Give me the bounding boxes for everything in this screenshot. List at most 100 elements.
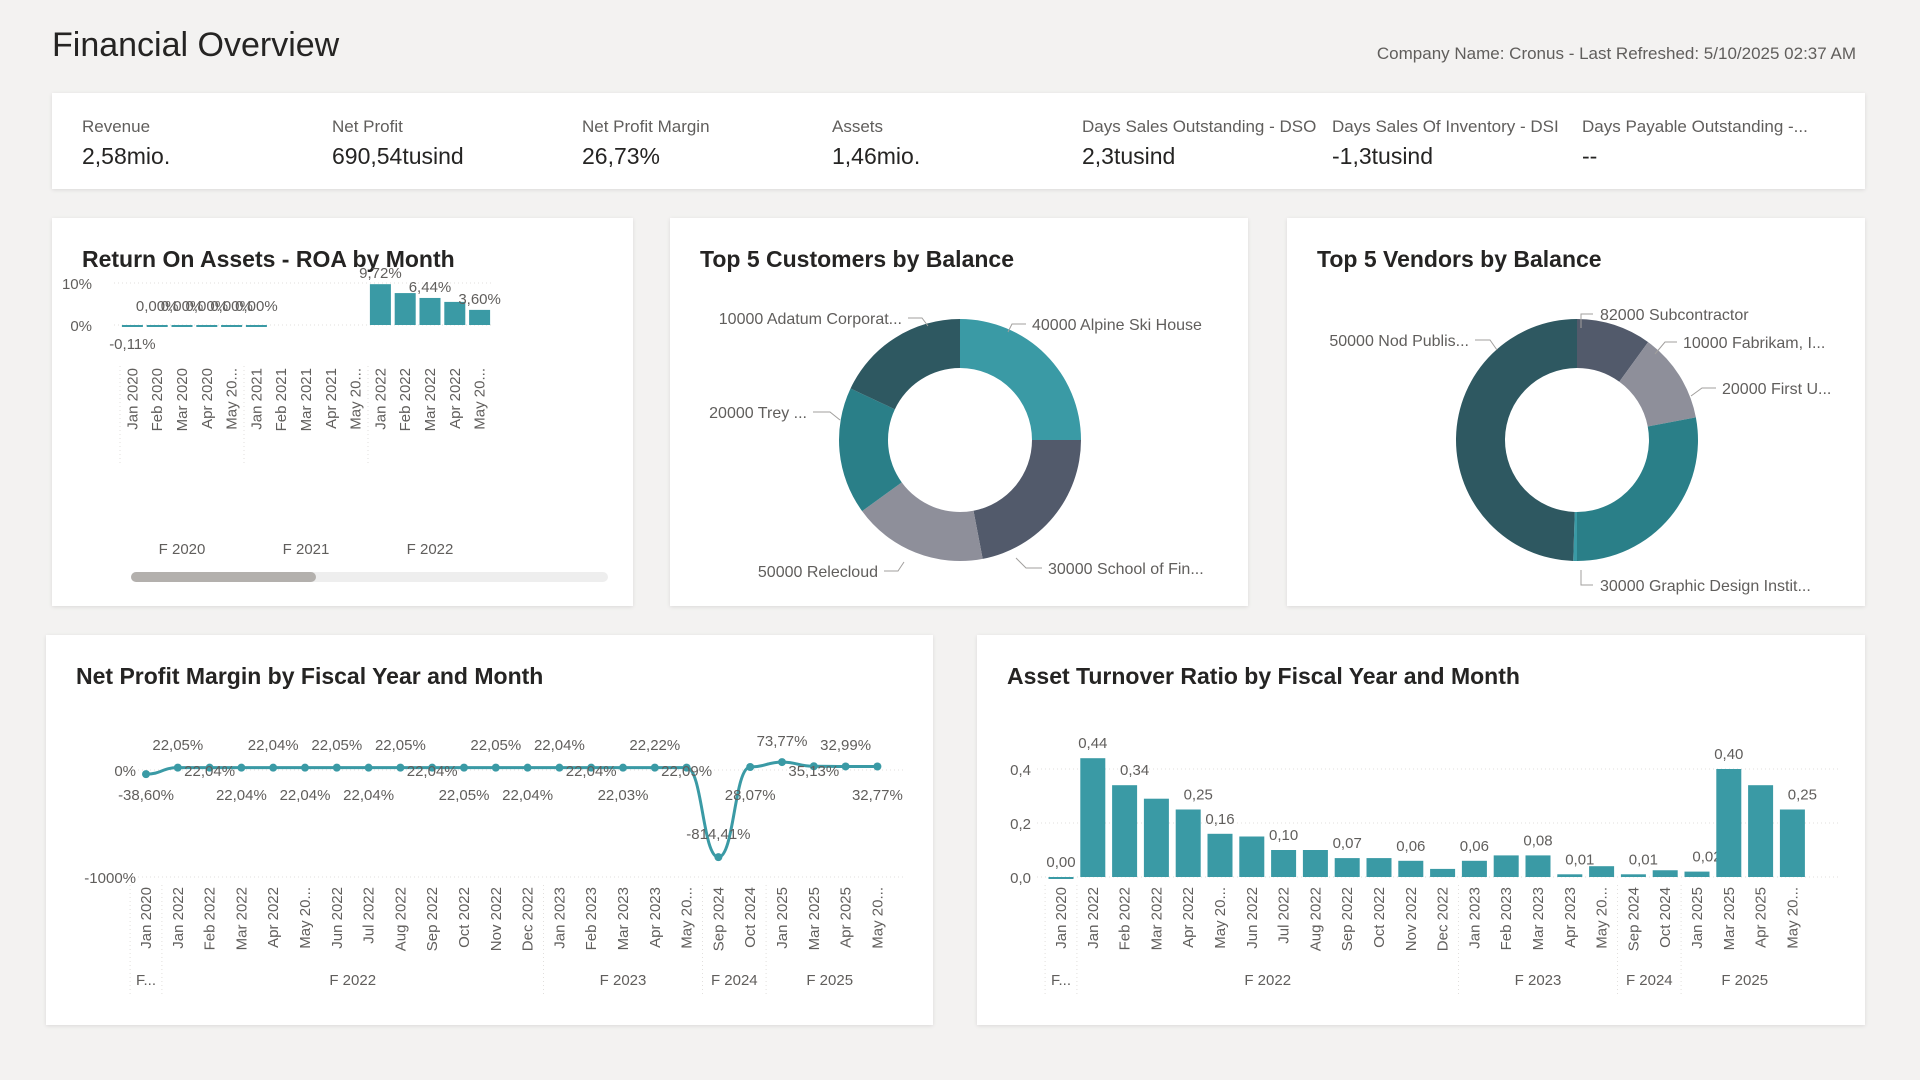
- bar: [1684, 871, 1710, 877]
- data-label: -814,41%: [686, 826, 750, 843]
- bar: [1461, 860, 1487, 877]
- bar: [1366, 858, 1392, 877]
- donut-slice: [1577, 417, 1698, 561]
- x-tick-label: Jan 2022: [372, 368, 389, 430]
- chart-title: Return On Assets - ROA by Month: [82, 246, 455, 272]
- kpi-label: Days Payable Outstanding -...: [1582, 117, 1808, 136]
- vendors-donut-chart[interactable]: 82000 Subcontractor 10000 Fabrikam, I... 2…: [1287, 218, 1865, 606]
- x-tick-label: Mar 2023: [1530, 887, 1547, 950]
- horizontal-scrollbar[interactable]: [131, 572, 608, 582]
- data-label: 6,44%: [409, 279, 452, 296]
- data-label: 32,77%: [852, 787, 903, 804]
- group-label: F...: [1051, 972, 1071, 989]
- data-label: 0,07: [1333, 835, 1362, 852]
- x-tick-label: Jan 2021: [248, 368, 265, 430]
- y-tick-label: 0,2: [1010, 816, 1031, 833]
- roa-chart[interactable]: 10% 0% -0,11% Jan 2020 0,00% Feb 2020 0,00% Mar…: [52, 218, 633, 606]
- x-tick-label: May 20...: [1594, 887, 1611, 949]
- data-point: [428, 763, 437, 772]
- bar: [1748, 785, 1774, 877]
- data-label: 0,00: [1046, 854, 1075, 871]
- group-label: F 2022: [1244, 972, 1291, 989]
- donut-slice: [1455, 319, 1577, 561]
- bar: [1620, 874, 1646, 877]
- x-tick-label: May 20...: [679, 887, 696, 949]
- bar: [1493, 855, 1519, 877]
- data-label: 22,03%: [598, 787, 649, 804]
- data-label: 3,60%: [458, 291, 501, 308]
- bar: [394, 293, 416, 325]
- atr-bar-chart[interactable]: 0,4 0,2 0,0 0,00 Jan 2020 0,44 Jan 2022 0,34 Feb…: [977, 635, 1865, 1025]
- x-tick-label: Apr 2022: [265, 887, 282, 948]
- x-tick-label: Sep 2024: [1625, 887, 1642, 951]
- x-tick-label: Aug 2022: [392, 887, 409, 951]
- y-tick-label: 0,0: [1010, 870, 1031, 887]
- donut-slice: [960, 319, 1081, 440]
- data-point: [714, 853, 723, 862]
- leader-line: [1580, 570, 1593, 586]
- kpi-value: 690,54tusind: [332, 143, 464, 169]
- customers-card[interactable]: Top 5 Customers by Balance 40000 Alpine …: [670, 218, 1248, 606]
- kpi-revenue[interactable]: Revenue 2,58mio.: [82, 117, 327, 170]
- x-tick-label: Mar 2022: [233, 887, 250, 950]
- data-point: [332, 763, 341, 772]
- npm-card[interactable]: Net Profit Margin by Fiscal Year and Mon…: [46, 635, 933, 1025]
- data-label: 0,08: [1523, 832, 1552, 849]
- data-label: 32,99%: [820, 737, 871, 754]
- leader-line: [908, 317, 929, 327]
- data-label: 22,05%: [375, 737, 426, 754]
- x-tick-label: Apr 2022: [447, 368, 464, 429]
- x-tick-label: Jan 2020: [138, 887, 155, 949]
- group-label: F 2021: [283, 541, 330, 558]
- x-tick-label: Dec 2022: [1435, 887, 1452, 951]
- bar: [1557, 874, 1583, 877]
- kpi-net-profit-margin[interactable]: Net Profit Margin 26,73%: [582, 117, 827, 170]
- bar: [1112, 785, 1138, 877]
- refresh-info: Company Name: Cronus - Last Refreshed: 5…: [1376, 44, 1856, 63]
- data-point: [587, 763, 596, 772]
- kpi-dsi[interactable]: Days Sales Of Inventory - DSI -1,3tusind: [1332, 117, 1577, 170]
- data-label: 22,05%: [439, 787, 490, 804]
- bar: [1302, 850, 1328, 877]
- data-label: 73,77%: [757, 733, 808, 750]
- x-tick-label: Jan 2023: [551, 887, 568, 949]
- scrollbar-thumb[interactable]: [131, 572, 316, 582]
- vendors-card[interactable]: Top 5 Vendors by Balance 82000 Subcontra…: [1287, 218, 1865, 606]
- kpi-net-profit[interactable]: Net Profit 690,54tusind: [332, 117, 577, 170]
- x-tick-label: Apr 2025: [1753, 887, 1770, 948]
- customers-donut-chart[interactable]: 40000 Alpine Ski House 30000 School of Fi…: [670, 218, 1248, 606]
- x-tick-label: Apr 2022: [1180, 887, 1197, 948]
- x-tick-label: Mar 2022: [1148, 887, 1165, 950]
- data-point: [460, 763, 468, 772]
- data-point: [173, 763, 182, 772]
- kpi-dso[interactable]: Days Sales Outstanding - DSO 2,3tusind: [1082, 117, 1327, 170]
- atr-card[interactable]: Asset Turnover Ratio by Fiscal Year and …: [977, 635, 1865, 1025]
- slice-label: 10000 Fabrikam, I...: [1683, 335, 1825, 352]
- data-label: 0,06: [1460, 838, 1489, 855]
- x-tick-label: Jan 2022: [170, 887, 187, 949]
- data-label: 0,25: [1788, 787, 1817, 804]
- x-tick-label: May 20...: [297, 887, 314, 949]
- x-tick-label: Sep 2024: [710, 887, 727, 951]
- data-label: 35,13%: [788, 763, 839, 780]
- data-label: 0,06: [1396, 838, 1425, 855]
- x-tick-label: Mar 2025: [1721, 887, 1738, 950]
- data-point: [205, 763, 214, 772]
- slice-label: 40000 Alpine Ski House: [1032, 317, 1202, 334]
- data-point: [746, 762, 755, 771]
- data-label: 22,04%: [184, 763, 235, 780]
- chart-title: Top 5 Customers by Balance: [700, 246, 1014, 272]
- y-tick-label: 10%: [62, 276, 92, 293]
- donut-slice: [1619, 342, 1696, 427]
- kpi-assets[interactable]: Assets 1,46mio.: [832, 117, 1077, 170]
- data-label: 0,25: [1184, 787, 1213, 804]
- x-tick-label: Jan 2025: [774, 887, 791, 949]
- npm-line-chart[interactable]: 0% -1000% -38,60% Jan 2020 22,05% Jan 2022 22,…: [46, 635, 933, 1025]
- x-tick-label: Sep 2022: [424, 887, 441, 951]
- group-label: F 2023: [600, 972, 647, 989]
- kpi-value: -1,3tusind: [1332, 143, 1434, 169]
- leader-line: [813, 411, 841, 421]
- kpi-dpo[interactable]: Days Payable Outstanding -... --: [1582, 117, 1827, 170]
- roa-card[interactable]: Return On Assets - ROA by Month 10% 0% -0,…: [52, 218, 633, 606]
- bar: [1080, 758, 1106, 877]
